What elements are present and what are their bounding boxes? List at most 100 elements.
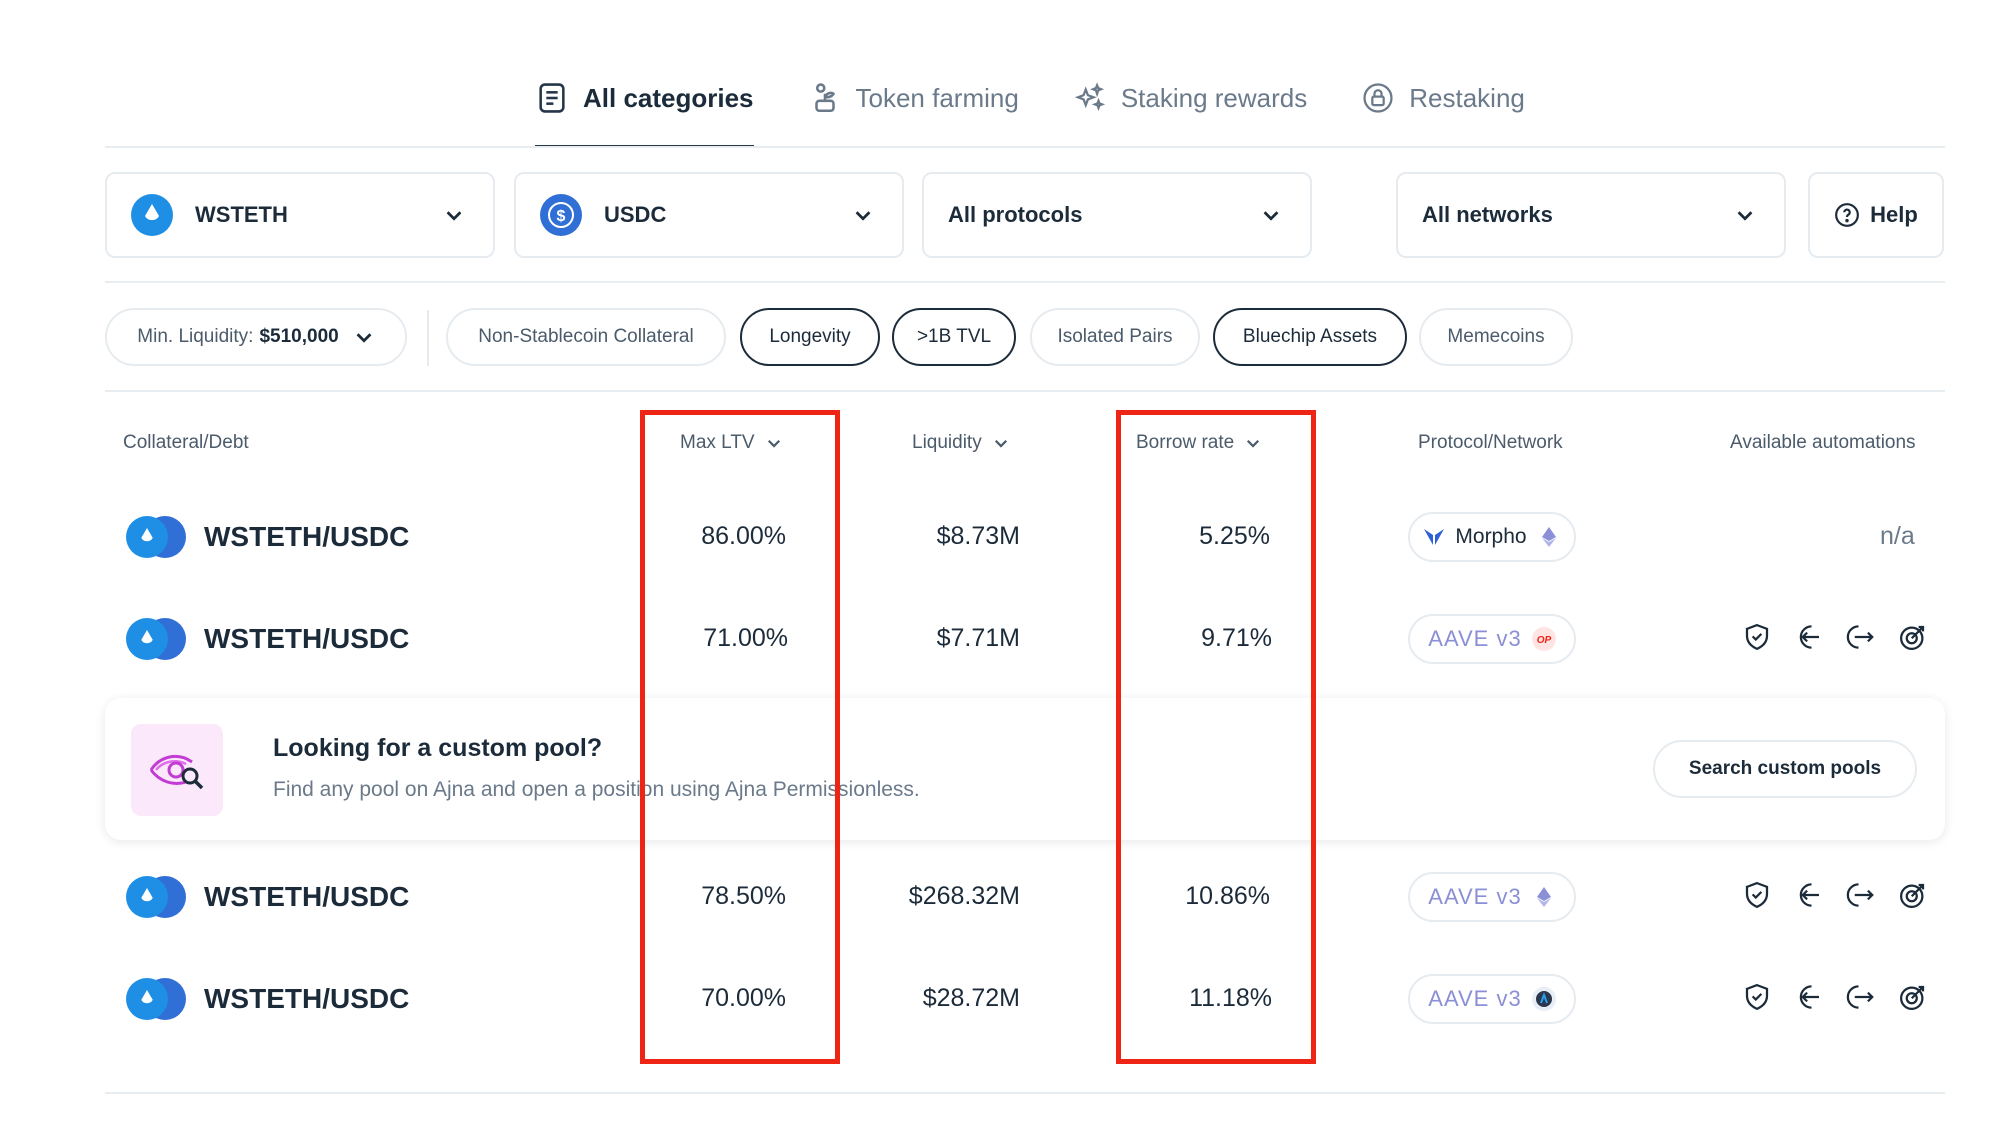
tab-staking-rewards[interactable]: Staking rewards xyxy=(1073,70,1307,126)
chip-bluechip-assets[interactable]: Bluechip Assets xyxy=(1213,308,1407,366)
collateral-select[interactable]: WSTETH xyxy=(105,172,495,258)
pair-label: WSTETH/USDC xyxy=(204,623,410,654)
table-row-pair[interactable]: WSTETH/USDC xyxy=(126,516,409,558)
protocol-name: AAVE v3 xyxy=(1428,884,1522,909)
protocol-name: AAVE v3 xyxy=(1428,626,1522,651)
tab-label: All categories xyxy=(583,82,754,113)
tab-label: Restaking xyxy=(1409,82,1525,113)
svg-text:OP: OP xyxy=(1536,635,1551,646)
take-profit-target-icon[interactable] xyxy=(1898,880,1928,910)
header-borrow-rate[interactable]: Borrow rate xyxy=(1136,432,1262,454)
min-liquidity-chip[interactable]: Min. Liquidity: $510,000 xyxy=(105,308,407,366)
debt-value: USDC xyxy=(604,202,667,227)
protocol-name: Morpho xyxy=(1455,525,1527,548)
tab-label: Staking rewards xyxy=(1120,82,1308,113)
chip-non-stablecoin-collateral[interactable]: Non-Stablecoin Collateral xyxy=(446,308,726,366)
protocol-name: AAVE v3 xyxy=(1428,986,1522,1011)
header-collateral-debt: Collateral/Debt xyxy=(123,432,249,454)
take-profit-target-icon[interactable] xyxy=(1898,622,1928,652)
automations-list xyxy=(1742,880,1928,910)
ethereum-network-icon xyxy=(1537,525,1561,549)
liquidity-value: $268.32M xyxy=(908,882,1020,910)
table-row-pair[interactable]: WSTETH/USDC xyxy=(126,618,409,660)
protocol-badge[interactable]: Morpho xyxy=(1408,512,1576,562)
auto-sell-icon[interactable] xyxy=(1846,982,1876,1012)
max-ltv-value: 78.50% xyxy=(701,882,786,910)
svg-text:$: $ xyxy=(557,208,566,225)
chip-1b-tvl[interactable]: >1B TVL xyxy=(892,308,1016,366)
borrow-rate-highlight-box xyxy=(1116,410,1316,1064)
banner-title: Looking for a custom pool? xyxy=(273,734,603,762)
header-label: Liquidity xyxy=(912,432,982,453)
network-value: All networks xyxy=(1422,202,1553,227)
lock-cycle-icon xyxy=(1363,83,1393,113)
tab-all-categories[interactable]: All categories xyxy=(535,70,754,148)
take-profit-target-icon[interactable] xyxy=(1898,982,1928,1012)
chip-divider xyxy=(427,310,429,366)
table-row-pair[interactable]: WSTETH/USDC xyxy=(126,876,409,918)
protocol-select[interactable]: All protocols xyxy=(922,172,1312,258)
auto-sell-icon[interactable] xyxy=(1846,880,1876,910)
pair-token-icons xyxy=(126,876,186,918)
header-label: Protocol/Network xyxy=(1418,432,1563,453)
custom-pool-banner: Looking for a custom pool? Find any pool… xyxy=(105,698,1945,840)
protocol-badge[interactable]: AAVE v3 xyxy=(1408,872,1576,922)
eye-search-icon xyxy=(131,724,223,816)
sort-chevron-icon xyxy=(767,439,780,448)
auto-sell-icon[interactable] xyxy=(1846,622,1876,652)
category-tabs: All categories Token farming Staking rew… xyxy=(535,70,1579,148)
header-liquidity[interactable]: Liquidity xyxy=(912,432,1010,454)
tab-restaking[interactable]: Restaking xyxy=(1361,70,1525,126)
pair-token-icons xyxy=(126,618,186,660)
header-label: Borrow rate xyxy=(1136,432,1235,453)
stop-loss-shield-icon[interactable] xyxy=(1742,880,1772,910)
header-label: Max LTV xyxy=(680,432,755,453)
document-list-icon xyxy=(539,83,565,113)
stop-loss-shield-icon[interactable] xyxy=(1742,982,1772,1012)
help-icon xyxy=(1835,203,1860,227)
chevron-down-icon xyxy=(446,211,462,221)
auto-buy-icon[interactable] xyxy=(1794,982,1824,1012)
min-liquidity-label: Min. Liquidity: xyxy=(137,326,254,347)
chevron-down-icon xyxy=(1263,211,1279,221)
header-max-ltv[interactable]: Max LTV xyxy=(680,432,783,454)
liquidity-value: $7.71M xyxy=(936,624,1020,652)
auto-buy-icon[interactable] xyxy=(1794,880,1824,910)
borrow-rate-value: 10.86% xyxy=(1185,882,1270,910)
auto-buy-icon[interactable] xyxy=(1794,622,1824,652)
automations-na: n/a xyxy=(1880,522,1915,550)
tab-token-farming[interactable]: Token farming xyxy=(808,70,1019,126)
pair-label: WSTETH/USDC xyxy=(204,881,410,912)
tabs-divider xyxy=(105,146,1945,148)
header-label: Collateral/Debt xyxy=(123,432,249,453)
sort-chevron-icon xyxy=(1247,439,1260,448)
wsteth-icon xyxy=(131,194,173,236)
liquidity-value: $28.72M xyxy=(922,984,1020,1012)
plant-icon xyxy=(814,83,835,113)
debt-select[interactable]: $ USDC xyxy=(514,172,904,258)
chip-memecoins[interactable]: Memecoins xyxy=(1419,308,1573,366)
min-liquidity-value: $510,000 xyxy=(259,326,339,347)
chip-longevity[interactable]: Longevity xyxy=(740,308,880,366)
table-row-pair[interactable]: WSTETH/USDC xyxy=(126,978,409,1020)
max-ltv-value: 70.00% xyxy=(701,984,786,1012)
stop-loss-shield-icon[interactable] xyxy=(1742,622,1772,652)
automations-list xyxy=(1742,982,1928,1012)
usdc-icon: $ xyxy=(540,194,582,236)
max-ltv-highlight-box xyxy=(640,410,840,1064)
borrow-rate-value: 11.18% xyxy=(1189,984,1272,1012)
chip-isolated-pairs[interactable]: Isolated Pairs xyxy=(1030,308,1200,366)
chevron-down-icon xyxy=(356,333,372,343)
network-select[interactable]: All networks xyxy=(1396,172,1786,258)
chevron-down-icon xyxy=(1737,211,1753,221)
search-custom-pools-button[interactable]: Search custom pools xyxy=(1653,740,1917,798)
protocol-badge[interactable]: AAVE v3 xyxy=(1408,974,1576,1024)
header-label: Available automations xyxy=(1730,432,1916,453)
chips-divider xyxy=(105,390,1945,392)
sort-chevron-icon xyxy=(994,439,1007,448)
pair-label: WSTETH/USDC xyxy=(204,521,410,552)
help-button[interactable]: Help xyxy=(1808,172,1944,258)
protocol-value: All protocols xyxy=(948,202,1083,227)
protocol-badge[interactable]: AAVE v3 OP xyxy=(1408,614,1576,664)
pair-label: WSTETH/USDC xyxy=(204,983,410,1014)
